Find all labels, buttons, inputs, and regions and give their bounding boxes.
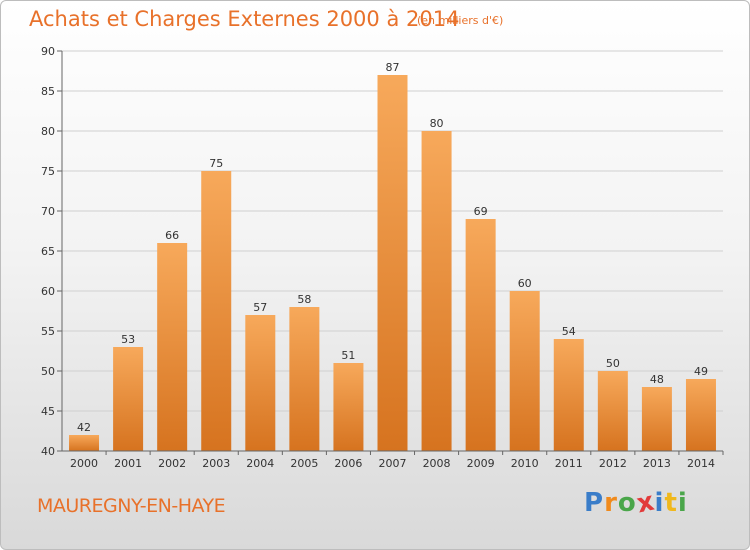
bar-2008 (421, 131, 452, 451)
bar-2000 (69, 435, 100, 451)
x-tick-label: 2007 (379, 457, 407, 470)
x-tick-label: 2005 (290, 457, 318, 470)
y-tick-label: 85 (41, 85, 55, 98)
data-label: 53 (121, 333, 135, 346)
data-label: 57 (253, 301, 267, 314)
bar-2006 (333, 363, 364, 451)
data-label: 60 (518, 277, 532, 290)
data-label: 80 (430, 117, 444, 130)
data-label: 54 (562, 325, 576, 338)
y-tick-label: 80 (41, 125, 55, 138)
unit-note: (en milliers d'€) (417, 14, 504, 27)
y-tick-label: 55 (41, 325, 55, 338)
x-tick-label: 2011 (555, 457, 583, 470)
bar-2001 (113, 347, 144, 451)
bar-2002 (157, 243, 188, 451)
data-label: 49 (694, 365, 708, 378)
bar-2011 (553, 339, 584, 451)
x-tick-label: 2009 (467, 457, 495, 470)
y-tick-label: 50 (41, 365, 55, 378)
x-tick-label: 2012 (599, 457, 627, 470)
data-label: 42 (77, 421, 91, 434)
x-tick-label: 2003 (202, 457, 230, 470)
bar-2009 (465, 219, 496, 451)
x-tick-label: 2002 (158, 457, 186, 470)
y-tick-label: 90 (41, 45, 55, 58)
y-tick-label: 45 (41, 405, 55, 418)
bar-2007 (377, 75, 408, 451)
data-label: 48 (650, 373, 664, 386)
bar-2003 (201, 171, 232, 451)
brand-letter: i (654, 488, 665, 518)
y-tick-label: 65 (41, 245, 55, 258)
bar-2004 (245, 315, 276, 451)
x-tick-label: 2008 (423, 457, 451, 470)
axes: 40 45 50 55 60 65 70 75 80 85 90 2000 2001 2002 2003 20… (41, 45, 724, 470)
y-tick-label: 75 (41, 165, 55, 178)
bars: 42 53 66 75 57 58 51 87 80 69 60 54 50 48 49 (69, 61, 716, 451)
bar-2012 (597, 371, 628, 451)
data-label: 51 (341, 349, 355, 362)
bar-2010 (509, 291, 540, 451)
data-label: 75 (209, 157, 223, 170)
y-tick-label: 40 (41, 445, 55, 458)
bar-2005 (289, 307, 320, 451)
brand-letter: i (677, 488, 688, 518)
data-label: 66 (165, 229, 179, 242)
data-label: 69 (474, 205, 488, 218)
data-label: 87 (386, 61, 400, 74)
brand-letter: t (664, 488, 678, 518)
x-tick-label: 2014 (687, 457, 715, 470)
bar-2014 (685, 379, 716, 451)
y-tick-label: 70 (41, 205, 55, 218)
x-tick-label: 2001 (114, 457, 142, 470)
place-name: MAUREGNY-EN-HAYE (37, 495, 226, 517)
data-label: 58 (297, 293, 311, 306)
x-tick-label: 2006 (334, 457, 362, 470)
brand-letter: P (584, 488, 605, 518)
brand-letter: r (604, 488, 618, 518)
chart-title: Achats et Charges Externes 2000 à 2014 (29, 7, 460, 31)
x-tick-label: 2004 (246, 457, 274, 470)
brand-letter: o (617, 488, 637, 518)
y-tick-label: 60 (41, 285, 55, 298)
x-tick-label: 2010 (511, 457, 539, 470)
brand-logo: Proxiti (584, 486, 688, 519)
x-tick-label: 2013 (643, 457, 671, 470)
bar-2013 (641, 387, 672, 451)
x-tick-label: 2000 (70, 457, 98, 470)
data-label: 50 (606, 357, 620, 370)
